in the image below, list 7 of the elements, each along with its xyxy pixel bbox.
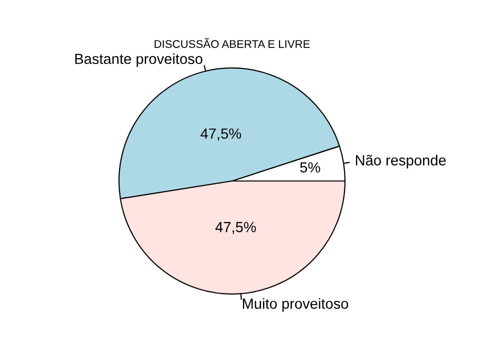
slice-label: Bastante proveitoso bbox=[75, 53, 202, 67]
data-label: 47,5% bbox=[200, 128, 242, 140]
slice-label: Muito proveitoso bbox=[242, 298, 348, 312]
data-label: 47,5% bbox=[215, 222, 256, 234]
chart-title: DISCUSSÃO ABERTA E LIVRE bbox=[154, 38, 310, 48]
data-label: 5% bbox=[300, 162, 320, 173]
slice-label: Não responde bbox=[356, 154, 446, 168]
